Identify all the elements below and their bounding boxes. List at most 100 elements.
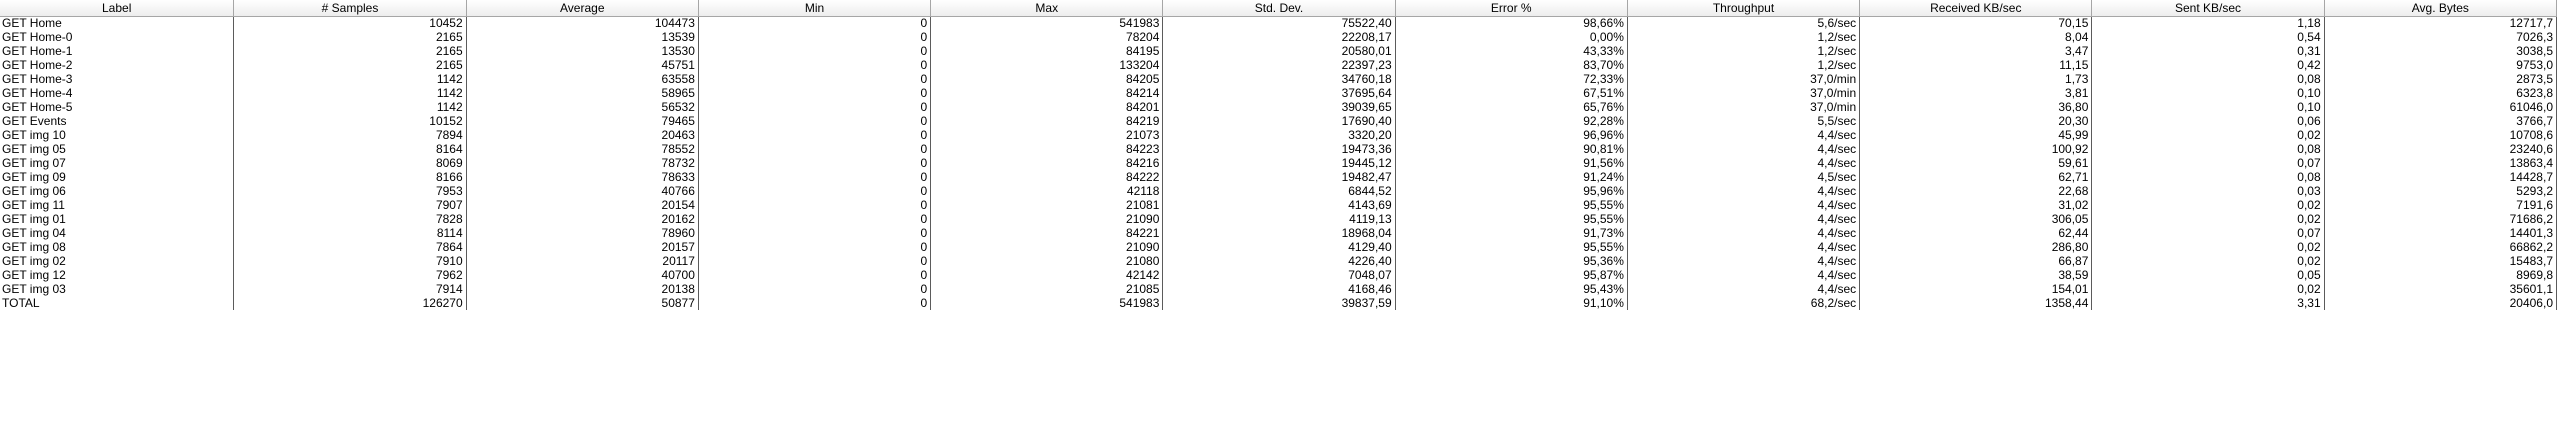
table-row[interactable]: GET img 06 7953 40766 0 42118 6844,52 95,96% 4,… <box>0 184 2557 198</box>
cell-error-pct: 95,55% <box>1395 212 1628 226</box>
cell-max: 21085 <box>930 282 1164 296</box>
cell-label: GET Home-1 <box>0 44 235 58</box>
cell-sent-kb: 0,06 <box>2091 114 2325 128</box>
cell-throughput: 4,4/sec <box>1627 212 1861 226</box>
cell-error-pct: 72,33% <box>1395 72 1628 86</box>
cell-label: GET img 04 <box>0 226 235 240</box>
cell-avg-bytes: 9753,0 <box>2324 58 2557 72</box>
cell-error-pct: 98,66% <box>1395 16 1628 30</box>
cell-min: 0 <box>698 226 932 240</box>
column-header-max[interactable]: Max <box>930 0 1164 17</box>
cell-label: GET img 10 <box>0 128 235 142</box>
cell-sent-kb: 0,08 <box>2091 72 2325 86</box>
cell-avg-bytes: 5293,2 <box>2324 184 2557 198</box>
cell-samples: 2165 <box>233 30 467 44</box>
cell-received-kb: 3,47 <box>1859 44 2093 58</box>
table-row[interactable]: GET Events 10152 79465 0 84219 17690,40 92,28%… <box>0 114 2557 128</box>
table-row[interactable]: GET Home-4 1142 58965 0 84214 37695,64 67,51% 3… <box>0 86 2557 100</box>
cell-std-dev: 4226,40 <box>1162 254 1396 268</box>
cell-max: 42142 <box>930 268 1164 282</box>
column-header-received-kb[interactable]: Received KB/sec <box>1859 0 2093 17</box>
table-row[interactable]: GET Home-0 2165 13539 0 78204 22208,17 0,00% 1,… <box>0 30 2557 44</box>
cell-min: 0 <box>698 142 932 156</box>
cell-std-dev: 4143,69 <box>1162 198 1396 212</box>
column-header-samples[interactable]: # Samples <box>233 0 467 17</box>
table-row[interactable]: GET img 09 8166 78633 0 84222 19482,47 91,24% 4… <box>0 170 2557 184</box>
cell-error-pct: 92,28% <box>1395 114 1628 128</box>
table-row[interactable]: GET img 10 7894 20463 0 21073 3320,20 96,96% 4,… <box>0 128 2557 142</box>
cell-label: GET img 08 <box>0 240 235 254</box>
cell-sent-kb: 0,10 <box>2091 86 2325 100</box>
table-row[interactable]: GET img 08 7864 20157 0 21090 4129,40 95,55% 4,… <box>0 240 2557 254</box>
cell-average: 13530 <box>466 44 699 58</box>
cell-throughput: 1,2/sec <box>1627 30 1861 44</box>
table-row[interactable]: GET img 11 7907 20154 0 21081 4143,69 95,55% 4,… <box>0 198 2557 212</box>
cell-label: GET img 12 <box>0 268 235 282</box>
cell-avg-bytes: 20406,0 <box>2324 296 2557 310</box>
cell-label: GET Home-2 <box>0 58 235 72</box>
cell-samples: 8114 <box>233 226 467 240</box>
cell-max: 21090 <box>930 212 1164 226</box>
cell-std-dev: 4119,13 <box>1162 212 1396 226</box>
table-row[interactable]: GET img 03 7914 20138 0 21085 4168,46 95,43% 4,… <box>0 282 2557 296</box>
cell-sent-kb: 0,42 <box>2091 58 2325 72</box>
cell-throughput: 5,6/sec <box>1627 16 1861 30</box>
column-header-sent-kb[interactable]: Sent KB/sec <box>2091 0 2325 17</box>
cell-label: GET Home-0 <box>0 30 235 44</box>
cell-samples: 8166 <box>233 170 467 184</box>
cell-max: 133204 <box>930 58 1164 72</box>
cell-sent-kb: 0,08 <box>2091 142 2325 156</box>
cell-min: 0 <box>698 86 932 100</box>
cell-min: 0 <box>698 16 932 30</box>
cell-average: 63558 <box>466 72 699 86</box>
column-header-error-pct[interactable]: Error % <box>1395 0 1628 17</box>
cell-throughput: 4,4/sec <box>1627 128 1861 142</box>
cell-std-dev: 18968,04 <box>1162 226 1396 240</box>
cell-throughput: 1,2/sec <box>1627 44 1861 58</box>
cell-avg-bytes: 12717,7 <box>2324 16 2557 30</box>
table-row[interactable]: GET img 07 8069 78732 0 84216 19445,12 91,56% 4… <box>0 156 2557 170</box>
cell-std-dev: 4129,40 <box>1162 240 1396 254</box>
cell-average: 79465 <box>466 114 699 128</box>
table-row-total[interactable]: TOTAL 126270 50877 0 541983 39837,59 91,10% 68,… <box>0 296 2557 310</box>
cell-max: 21090 <box>930 240 1164 254</box>
column-header-min[interactable]: Min <box>698 0 932 17</box>
cell-std-dev: 22397,23 <box>1162 58 1396 72</box>
cell-label: GET Home-4 <box>0 86 235 100</box>
cell-std-dev: 39837,59 <box>1162 296 1396 310</box>
cell-std-dev: 34760,18 <box>1162 72 1396 86</box>
table-row[interactable]: GET Home-2 2165 45751 0 133204 22397,23 83,70%… <box>0 58 2557 72</box>
table-row[interactable]: GET Home-5 1142 56532 0 84201 39039,65 65,76% 3… <box>0 100 2557 114</box>
cell-received-kb: 36,80 <box>1859 100 2093 114</box>
cell-min: 0 <box>698 296 932 310</box>
cell-throughput: 4,4/sec <box>1627 268 1861 282</box>
column-header-avg-bytes[interactable]: Avg. Bytes <box>2324 0 2557 17</box>
column-header-label[interactable]: Label <box>0 0 235 17</box>
cell-error-pct: 95,36% <box>1395 254 1628 268</box>
table-row[interactable]: GET img 04 8114 78960 0 84221 18968,04 91,73% 4… <box>0 226 2557 240</box>
column-header-throughput[interactable]: Throughput <box>1627 0 1861 17</box>
column-header-average[interactable]: Average <box>466 0 699 17</box>
cell-throughput: 68,2/sec <box>1627 296 1861 310</box>
cell-error-pct: 96,96% <box>1395 128 1628 142</box>
table-row[interactable]: GET Home 10452 104473 0 541983 75522,40 98,66%… <box>0 16 2557 30</box>
table-row[interactable]: GET Home-1 2165 13530 0 84195 20580,01 43,33% 1… <box>0 44 2557 58</box>
cell-error-pct: 0,00% <box>1395 30 1628 44</box>
cell-std-dev: 19473,36 <box>1162 142 1396 156</box>
table-row[interactable]: GET img 01 7828 20162 0 21090 4119,13 95,55% 4,… <box>0 212 2557 226</box>
table-row[interactable]: GET Home-3 1142 63558 0 84205 34760,18 72,33% 3… <box>0 72 2557 86</box>
cell-avg-bytes: 61046,0 <box>2324 100 2557 114</box>
cell-max: 42118 <box>930 184 1164 198</box>
cell-avg-bytes: 14428,7 <box>2324 170 2557 184</box>
column-header-std-dev[interactable]: Std. Dev. <box>1162 0 1396 17</box>
table-row[interactable]: GET img 05 8164 78552 0 84223 19473,36 90,81% 4… <box>0 142 2557 156</box>
cell-error-pct: 95,96% <box>1395 184 1628 198</box>
table-row[interactable]: GET img 02 7910 20117 0 21080 4226,40 95,36% 4,… <box>0 254 2557 268</box>
cell-avg-bytes: 3038,5 <box>2324 44 2557 58</box>
header-row: Label # Samples Average Min Max Std. Dev. Erro… <box>0 0 2557 17</box>
cell-max: 21073 <box>930 128 1164 142</box>
cell-average: 20154 <box>466 198 699 212</box>
table-row[interactable]: GET img 12 7962 40700 0 42142 7048,07 95,87% 4,… <box>0 268 2557 282</box>
cell-throughput: 5,5/sec <box>1627 114 1861 128</box>
cell-error-pct: 95,43% <box>1395 282 1628 296</box>
